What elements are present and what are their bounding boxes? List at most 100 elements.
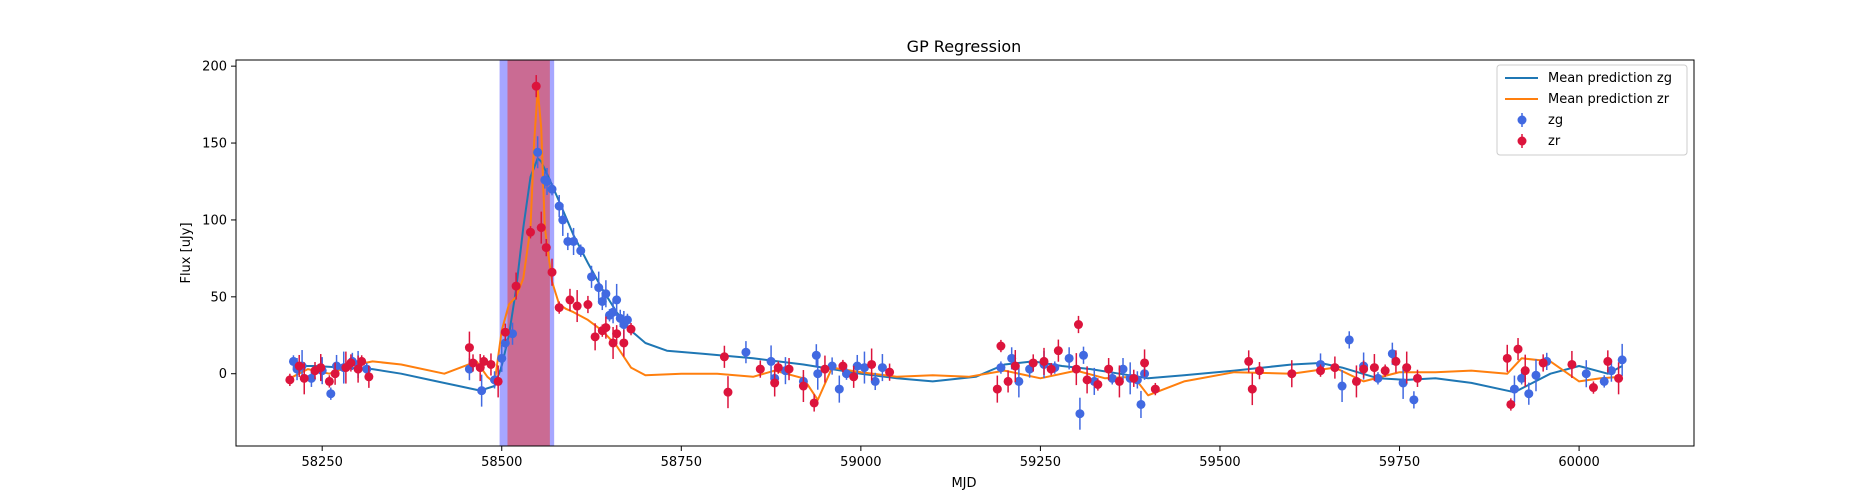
zg-point [332, 361, 342, 371]
zg-point [500, 338, 510, 348]
zr-point [1391, 356, 1401, 366]
zr-point [486, 359, 496, 369]
zr-point [820, 364, 830, 374]
zg-point [870, 376, 880, 386]
zg-point [1344, 335, 1354, 345]
zr-point [547, 267, 557, 277]
zg-point [1136, 399, 1146, 409]
zg-point [1531, 370, 1541, 380]
zr-point [1244, 356, 1254, 366]
zg-point [1509, 384, 1519, 394]
zr-point [1129, 373, 1139, 383]
zr-point [719, 352, 729, 362]
zg-point [741, 347, 751, 357]
zr-point [1254, 366, 1264, 376]
zr-point [996, 341, 1006, 351]
zg-point [597, 296, 607, 306]
x-tick-label: 58250 [302, 455, 343, 470]
zr-point [1082, 375, 1092, 385]
zr-point [849, 372, 859, 382]
zr-point [1520, 366, 1530, 376]
zg-point [813, 369, 823, 379]
x-tick-label: 59750 [1379, 455, 1420, 470]
zg-point [601, 289, 611, 299]
zg-point [594, 283, 604, 293]
zg-point [1606, 366, 1616, 376]
zr-point [468, 358, 478, 368]
zr-point [1513, 344, 1523, 354]
x-tick-label: 58750 [661, 455, 702, 470]
zr-point [1316, 366, 1326, 376]
zr-point [565, 295, 575, 305]
zr-point [493, 376, 503, 386]
zr-point [1330, 363, 1340, 373]
zr-point [353, 364, 363, 374]
zg-point [834, 384, 844, 394]
zg-point [533, 147, 543, 157]
y-axis-ticks: 0 50 100 150 200 [202, 60, 236, 382]
zr-point [1247, 384, 1257, 394]
zr-point [608, 338, 618, 348]
zg-point [542, 176, 552, 186]
zg-point [326, 389, 336, 399]
zr-point [770, 378, 780, 388]
zr-point [554, 303, 564, 313]
zr-point [1351, 376, 1361, 386]
legend: Mean prediction zg Mean prediction zr zg… [1496, 64, 1688, 156]
zg-point [1075, 409, 1085, 419]
x-tick-label: 58500 [481, 455, 522, 470]
zr-point [1402, 363, 1412, 373]
zr-point [723, 387, 733, 397]
zr-point [1502, 353, 1512, 363]
zg-point [1079, 350, 1089, 360]
zr-point [1114, 376, 1124, 386]
zr-point [1071, 364, 1081, 374]
zg-point [554, 201, 564, 211]
y-tick-label: 50 [210, 290, 227, 305]
zr-point [1369, 363, 1379, 373]
zr-point [885, 367, 895, 377]
zg-point [1064, 353, 1074, 363]
zr-point [590, 332, 600, 342]
zr-point [357, 356, 367, 366]
zg-point [1387, 349, 1397, 359]
x-tick-label: 59500 [1199, 455, 1240, 470]
zg-point [576, 246, 586, 256]
zg-point [1337, 381, 1347, 391]
mean-prediction-line-zg [293, 157, 1623, 394]
zr-point [500, 327, 510, 337]
zg-point [996, 363, 1006, 373]
y-tick-label: 200 [202, 60, 227, 75]
zg-point [1107, 373, 1117, 383]
zg-point [1118, 364, 1128, 374]
zg-point [508, 329, 518, 339]
zg-point [477, 386, 487, 396]
y-tick-label: 150 [202, 137, 227, 152]
zg-point [1398, 378, 1408, 388]
zr-point [511, 281, 521, 291]
plot-frame [235, 59, 1695, 447]
zr-point [1412, 373, 1422, 383]
zr-point [1140, 358, 1150, 368]
zg-point [1581, 369, 1591, 379]
zr-point [838, 361, 848, 371]
zg-point [547, 184, 557, 194]
x-tick-label: 60000 [1558, 455, 1599, 470]
zr-point [1093, 379, 1103, 389]
zg-point [558, 215, 568, 225]
zr-point [619, 338, 629, 348]
zg-point [827, 361, 837, 371]
x-tick-label: 59250 [1020, 455, 1061, 470]
zg-point [608, 307, 618, 317]
zg-point [1409, 395, 1419, 405]
y-tick-label: 0 [219, 367, 227, 382]
y-tick-label: 100 [202, 213, 227, 228]
zr-point [572, 301, 582, 311]
zr-point [601, 323, 611, 333]
zr-point [773, 363, 783, 373]
zr-point [1359, 364, 1369, 374]
zg-point [841, 369, 851, 379]
zr-point [1028, 358, 1038, 368]
zr-point [1073, 320, 1083, 330]
